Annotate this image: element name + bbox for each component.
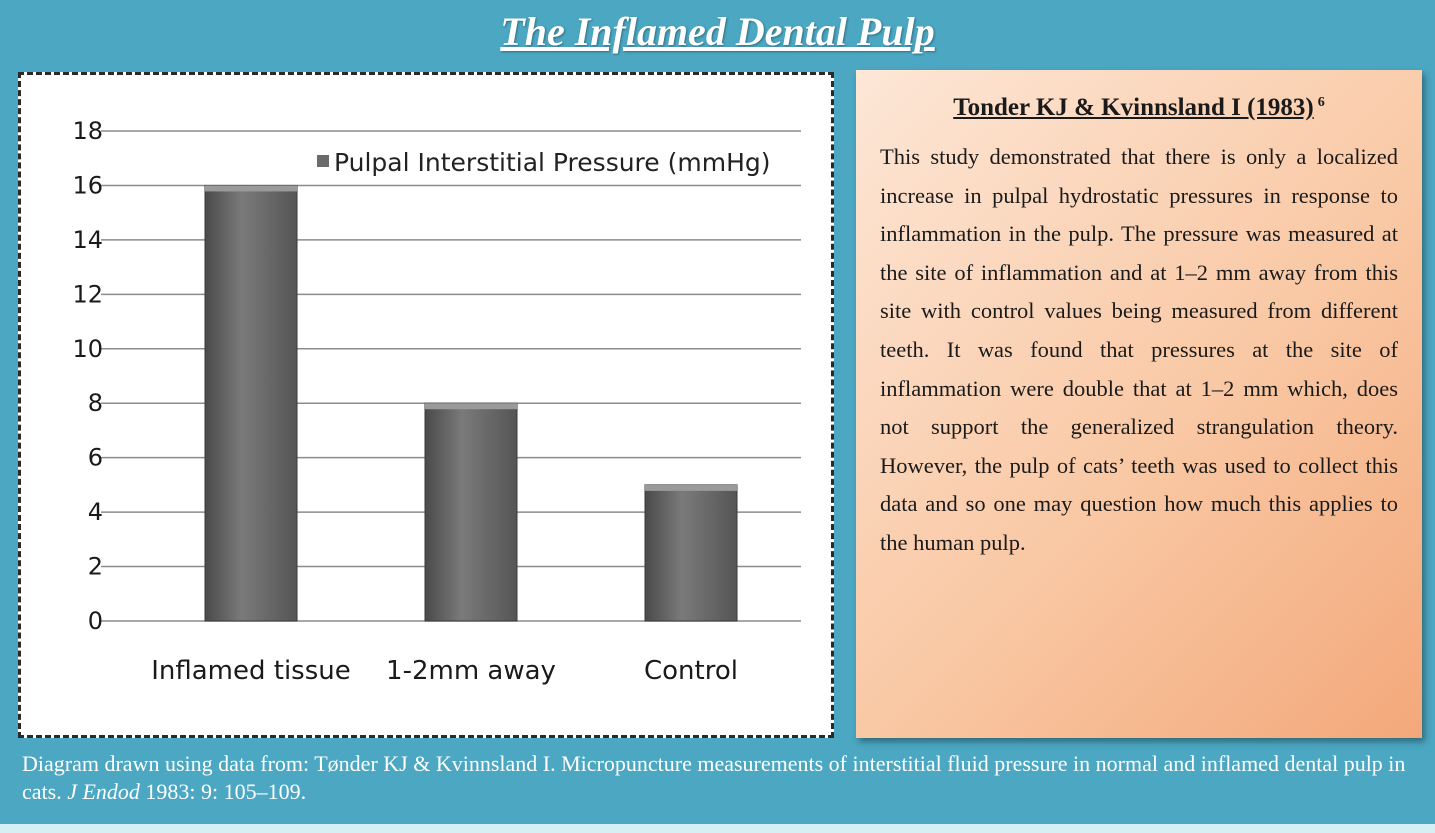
category-labels: Inflamed tissue 1-2mm away Control xyxy=(151,656,738,686)
y-tick-label: 0 xyxy=(88,607,103,635)
bar-top-highlight xyxy=(425,403,517,410)
study-body: This study demonstrated that there is on… xyxy=(880,144,1398,555)
page-title: The Inflamed Dental Pulp xyxy=(500,9,935,54)
legend-label: Pulpal Interstitial Pressure (mmHg) xyxy=(334,148,771,177)
category-label: 1-2mm away xyxy=(386,656,556,686)
bar-chart: 0 2 4 6 8 10 12 14 16 18 Inflamed tissue 1-2mm awa… xyxy=(72,117,801,686)
caption-lead: Diagram drawn using data from: Tønder KJ… xyxy=(22,751,1406,804)
y-tick-label: 2 xyxy=(88,553,103,581)
y-tick-label: 16 xyxy=(72,171,103,199)
bar xyxy=(644,484,738,622)
y-tick-label: 18 xyxy=(72,117,103,145)
y-tick-labels: 0 2 4 6 8 10 12 14 16 18 xyxy=(72,117,103,635)
chart-panel: 0 2 4 6 8 10 12 14 16 18 Inflamed tissue 1-2mm awa… xyxy=(18,72,834,738)
bar-top-highlight xyxy=(205,185,297,192)
y-tick-label: 14 xyxy=(72,226,103,254)
legend-swatch xyxy=(317,155,329,167)
y-tick-label: 8 xyxy=(88,389,103,417)
figure-caption: Diagram drawn using data from: Tønder KJ… xyxy=(22,750,1422,806)
study-heading-text: Tonder KJ & Kvinnsland I (1983) xyxy=(953,94,1314,121)
y-tick-label: 6 xyxy=(88,444,103,472)
bar xyxy=(424,402,518,622)
caption-journal: J Endod xyxy=(67,779,140,804)
bar-top-highlight xyxy=(645,484,737,491)
legend: Pulpal Interstitial Pressure (mmHg) xyxy=(317,148,771,177)
study-heading: Tonder KJ & Kvinnsland I (1983) 6 xyxy=(880,94,1398,122)
study-panel: Tonder KJ & Kvinnsland I (1983) 6 This st… xyxy=(856,70,1422,738)
y-tick-label: 4 xyxy=(88,498,103,526)
caption-tail: 1983: 9: 105–109. xyxy=(145,779,307,804)
y-tick-label: 10 xyxy=(72,335,103,363)
study-reference-number: 6 xyxy=(1317,94,1325,110)
bars xyxy=(204,184,738,622)
y-tick-label: 12 xyxy=(72,280,103,308)
category-label: Inflamed tissue xyxy=(151,656,351,686)
category-label: Control xyxy=(644,656,738,686)
bar xyxy=(204,184,298,622)
bottom-strip xyxy=(0,824,1435,833)
